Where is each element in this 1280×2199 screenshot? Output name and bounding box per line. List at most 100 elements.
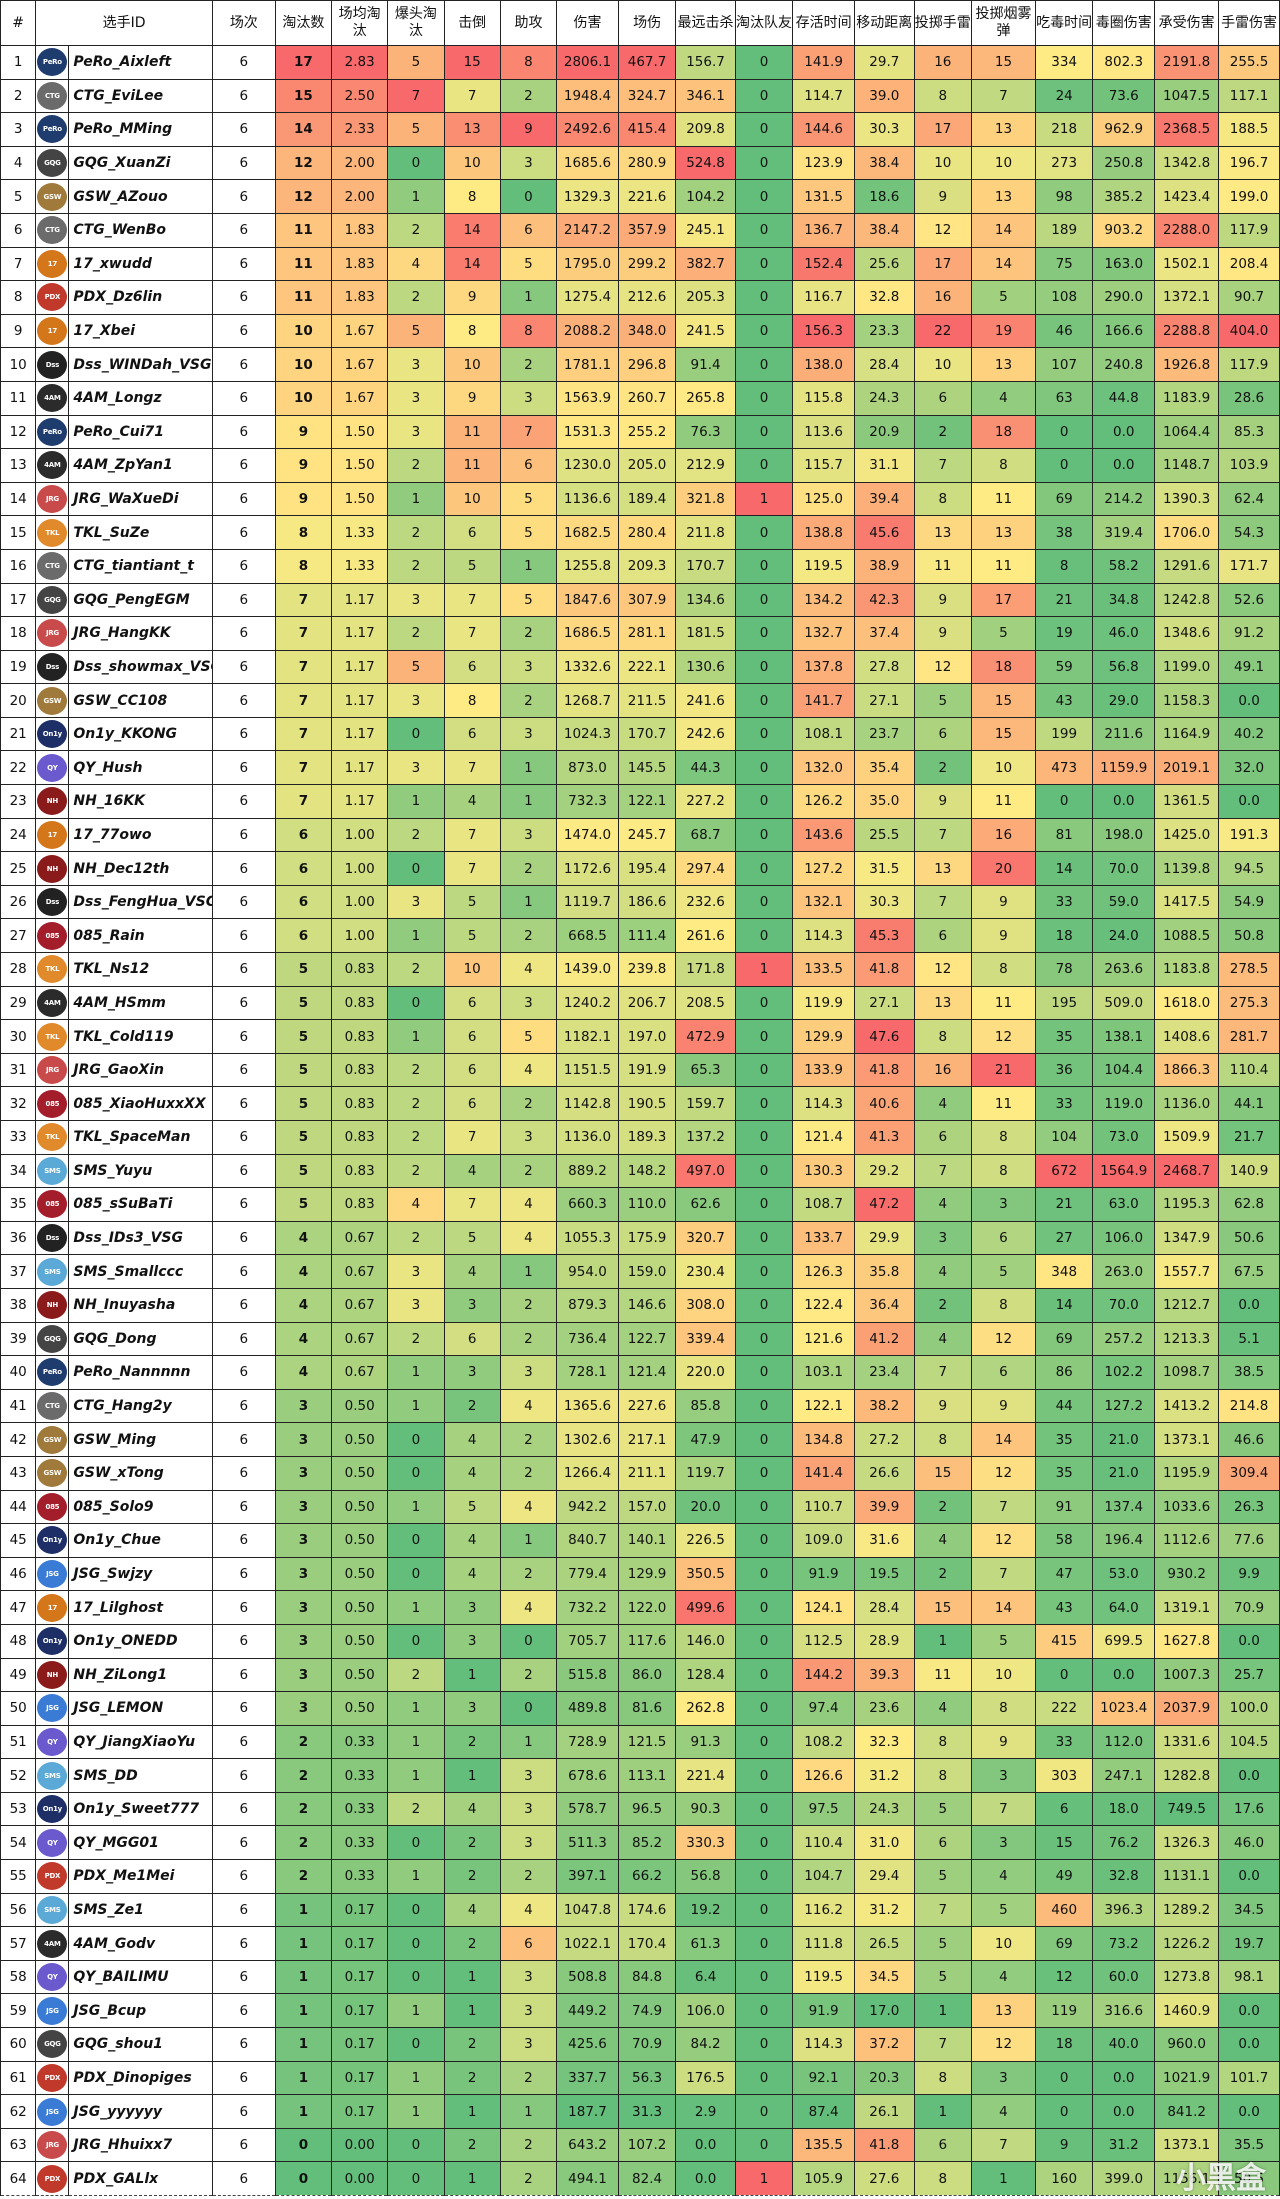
stat-cell: 214.8 xyxy=(1218,1388,1280,1424)
stat-cell: 1 xyxy=(499,1724,558,1760)
stat-cell: 6 xyxy=(211,1422,276,1457)
stat-cell: 0 xyxy=(734,45,794,80)
stat-cell: 133.9 xyxy=(792,1052,856,1088)
stat-cell: 2288.0 xyxy=(1154,212,1220,248)
stat-cell: 4 xyxy=(443,1892,501,1928)
stat-cell: 143.6 xyxy=(792,817,856,853)
stat-cell: 81 xyxy=(1034,817,1094,853)
stat-cell: 1098.7 xyxy=(1154,1355,1220,1390)
stat-cell: 0.0 xyxy=(1218,1623,1280,1659)
stat-cell: 6 xyxy=(274,817,333,853)
stat-cell: 176.5 xyxy=(675,2060,736,2096)
stat-cell: 0 xyxy=(734,212,794,248)
stat-cell: 0 xyxy=(734,649,794,685)
stat-cell: 8 xyxy=(913,1758,972,1793)
stat-cell: 1047.5 xyxy=(1154,78,1220,114)
stat-cell: 26.5 xyxy=(854,1926,915,1961)
stat-cell: 205.3 xyxy=(675,280,736,315)
team-logo-cell: JSG xyxy=(35,1691,70,1726)
stat-cell: 1372.1 xyxy=(1154,280,1220,315)
stat-cell: 31.2 xyxy=(854,1892,915,1928)
team-logo-icon: NH xyxy=(37,1291,68,1320)
stat-cell: 44 xyxy=(1034,1388,1094,1424)
stat-cell: 11 xyxy=(913,1657,972,1693)
team-logo-cell: SMS xyxy=(35,1758,70,1793)
stat-cell: 324.7 xyxy=(617,78,677,114)
stat-cell: 13 xyxy=(970,515,1036,550)
stat-cell: 2 xyxy=(499,1321,558,1357)
stat-cell: 106.0 xyxy=(675,1993,736,2029)
stat-cell: 1563.9 xyxy=(556,380,619,416)
col-header-distance: 移动距离 xyxy=(854,0,915,46)
stat-cell: 86.0 xyxy=(617,1657,677,1693)
table-row: 5 GSW GSW_AZouo 6 12 2.00 1 8 0 1329.3 221.6 104.2 0… xyxy=(0,179,1280,214)
stat-cell: 0 xyxy=(387,716,445,752)
stat-cell: 280.9 xyxy=(617,145,677,181)
rank-cell: 50 xyxy=(0,1691,37,1726)
stat-cell: 3 xyxy=(499,380,558,416)
stat-cell: 11 xyxy=(970,784,1036,819)
stat-cell: 1502.1 xyxy=(1154,246,1220,282)
stat-cell: 29.4 xyxy=(854,1859,915,1894)
stat-cell: 36 xyxy=(1034,1052,1094,1088)
stat-cell: 2 xyxy=(499,683,558,718)
stat-cell: 35 xyxy=(1034,1019,1094,1054)
stat-cell: 511.3 xyxy=(556,1825,619,1861)
stat-cell: 257.2 xyxy=(1092,1321,1156,1357)
stat-cell: 245.7 xyxy=(617,817,677,853)
stat-cell: 27.6 xyxy=(854,2161,915,2196)
rank-cell: 54 xyxy=(0,1825,37,1861)
stat-cell: 5 xyxy=(274,1187,333,1222)
stat-cell: 217.1 xyxy=(617,1422,677,1457)
stat-cell: 319.4 xyxy=(1092,515,1156,550)
rank-cell: 35 xyxy=(0,1187,37,1222)
stat-cell: 0.0 xyxy=(1092,414,1156,450)
stat-cell: 2 xyxy=(274,1859,333,1894)
stat-cell: 0 xyxy=(734,515,794,550)
stat-cell: 0 xyxy=(734,1153,794,1189)
stat-cell: 6 xyxy=(913,1120,972,1155)
team-logo-icon: 085 xyxy=(37,1089,68,1118)
stat-cell: 87.4 xyxy=(792,2094,856,2129)
stat-cell: 26.1 xyxy=(854,2094,915,2129)
table-row: 25 NH NH_Dec12th 6 6 1.00 0 7 2 1172.6 195.4 297.4 0… xyxy=(0,851,1280,886)
stat-cell: 5 xyxy=(443,1220,501,1256)
stat-cell: 22 xyxy=(913,313,972,349)
stat-cell: 70.9 xyxy=(617,2027,677,2062)
team-logo-cell: 085 xyxy=(35,1489,70,1525)
stat-cell: 3 xyxy=(443,1691,501,1726)
col-header-avg-damage: 场伤 xyxy=(617,0,677,46)
stat-cell: 0 xyxy=(734,1993,794,2029)
stat-cell: 3 xyxy=(274,1657,333,1693)
stat-cell: 62.4 xyxy=(1218,481,1280,517)
rank-cell: 21 xyxy=(0,716,37,752)
stat-cell: 2 xyxy=(443,2060,501,2096)
col-header-avg-kills: 场均淘汰 xyxy=(331,0,389,46)
stat-cell: 6 xyxy=(211,616,276,651)
stat-cell: 1.17 xyxy=(331,784,389,819)
stat-cell: 124.1 xyxy=(792,1590,856,1625)
player-id-cell: NH_Dec12th xyxy=(68,851,213,886)
stat-cell: 0 xyxy=(734,2127,794,2163)
stat-cell: 699.5 xyxy=(1092,1623,1156,1659)
team-logo-cell: PDX xyxy=(35,1859,70,1894)
table-row: 56 SMS SMS_Ze1 6 1 0.17 0 4 4 1047.8 174.6 19.2 0 116… xyxy=(0,1892,1280,1928)
stat-cell: 0 xyxy=(734,1791,794,1827)
stat-cell: 6 xyxy=(443,649,501,685)
stat-cell: 166.6 xyxy=(1092,313,1156,349)
stat-cell: 28.4 xyxy=(854,347,915,382)
table-row: 15 TKL TKL_SuZe 6 8 1.33 2 6 5 1682.5 280.4 211.8 0 1… xyxy=(0,515,1280,550)
stat-cell: 38.5 xyxy=(1218,1355,1280,1390)
stat-cell: 188.5 xyxy=(1218,112,1280,147)
stat-cell: 5 xyxy=(387,649,445,685)
stat-cell: 2492.6 xyxy=(556,112,619,147)
stat-cell: 0.83 xyxy=(331,1187,389,1222)
stat-cell: 126.2 xyxy=(792,784,856,819)
stat-cell: 1.17 xyxy=(331,649,389,685)
stat-cell: 6 xyxy=(211,1993,276,2029)
stat-cell: 2 xyxy=(387,616,445,651)
header-row: # 选手ID 场次 淘汰数 场均淘汰 爆头淘汰 击倒 助攻 伤害 场伤 最远击杀 淘汰队友 存活时间 移动… xyxy=(0,0,1280,46)
stat-cell: 0 xyxy=(387,851,445,886)
stat-cell: 672 xyxy=(1034,1153,1094,1189)
stat-cell: 29.0 xyxy=(1092,683,1156,718)
